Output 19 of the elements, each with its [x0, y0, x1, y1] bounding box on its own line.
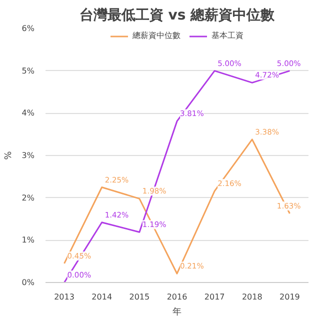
y-tick-label: 5% — [22, 66, 35, 76]
y-tick-label: 4% — [22, 108, 35, 118]
x-tick-label: 2015 — [129, 292, 150, 302]
legend-label: 基本工資 — [212, 30, 244, 41]
y-tick-label: 2% — [22, 193, 35, 202]
x-tick-label: 2013 — [54, 292, 74, 302]
x-tick-label: 2019 — [280, 292, 300, 302]
x-tick-label: 2016 — [166, 292, 188, 302]
y-tick-label: 0% — [22, 278, 35, 287]
x-axis-title: 年 — [172, 306, 182, 318]
x-tick-label: 2017 — [204, 292, 225, 302]
x-tick-label: 2018 — [242, 292, 262, 302]
y-tick-label: 3% — [22, 151, 35, 160]
y-tick-label: 1% — [22, 236, 35, 245]
y-axis-title: % — [4, 150, 14, 160]
chart-title: 台灣最低工資 vs 總薪資中位數 — [79, 6, 276, 24]
y-tick-label: 6% — [22, 24, 35, 33]
legend-label: 總薪資中位數 — [132, 30, 180, 41]
x-tick-label: 2014 — [92, 292, 112, 302]
